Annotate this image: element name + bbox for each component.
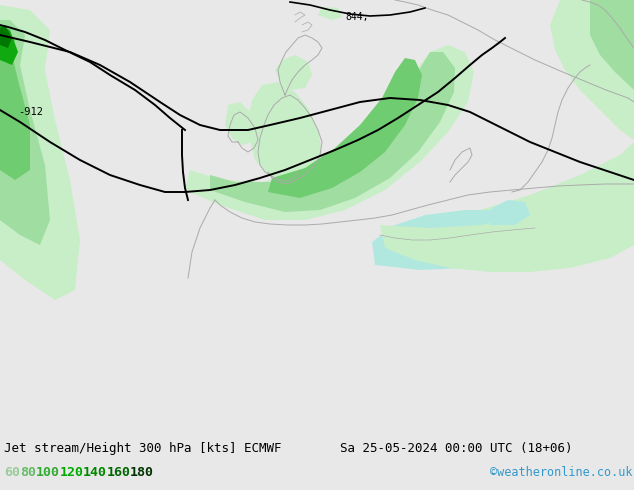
- Polygon shape: [0, 20, 50, 245]
- Polygon shape: [372, 210, 560, 270]
- Polygon shape: [248, 82, 322, 180]
- Polygon shape: [0, 30, 30, 180]
- Polygon shape: [185, 45, 474, 220]
- Polygon shape: [590, 0, 634, 90]
- Text: 180: 180: [130, 466, 154, 479]
- Polygon shape: [318, 7, 342, 20]
- Text: Jet stream/Height 300 hPa [kts] ECMWF: Jet stream/Height 300 hPa [kts] ECMWF: [4, 441, 281, 455]
- Polygon shape: [380, 172, 634, 272]
- Text: 100: 100: [36, 466, 60, 479]
- Polygon shape: [0, 5, 80, 300]
- Text: ©weatheronline.co.uk: ©weatheronline.co.uk: [490, 466, 633, 479]
- Polygon shape: [550, 0, 634, 140]
- Polygon shape: [430, 142, 634, 265]
- Polygon shape: [0, 25, 18, 65]
- Text: 60: 60: [4, 466, 20, 479]
- Text: 160: 160: [107, 466, 131, 479]
- Polygon shape: [490, 200, 530, 225]
- Text: 140: 140: [83, 466, 107, 479]
- Polygon shape: [210, 52, 455, 212]
- Polygon shape: [268, 58, 422, 198]
- Text: 120: 120: [60, 466, 84, 479]
- Polygon shape: [0, 25, 12, 48]
- Polygon shape: [275, 55, 312, 90]
- Polygon shape: [225, 102, 255, 145]
- Text: Sa 25-05-2024 00:00 UTC (18+06): Sa 25-05-2024 00:00 UTC (18+06): [340, 441, 573, 455]
- Text: 844,: 844,: [345, 12, 368, 22]
- Text: 80: 80: [20, 466, 36, 479]
- Text: -912: -912: [18, 107, 43, 117]
